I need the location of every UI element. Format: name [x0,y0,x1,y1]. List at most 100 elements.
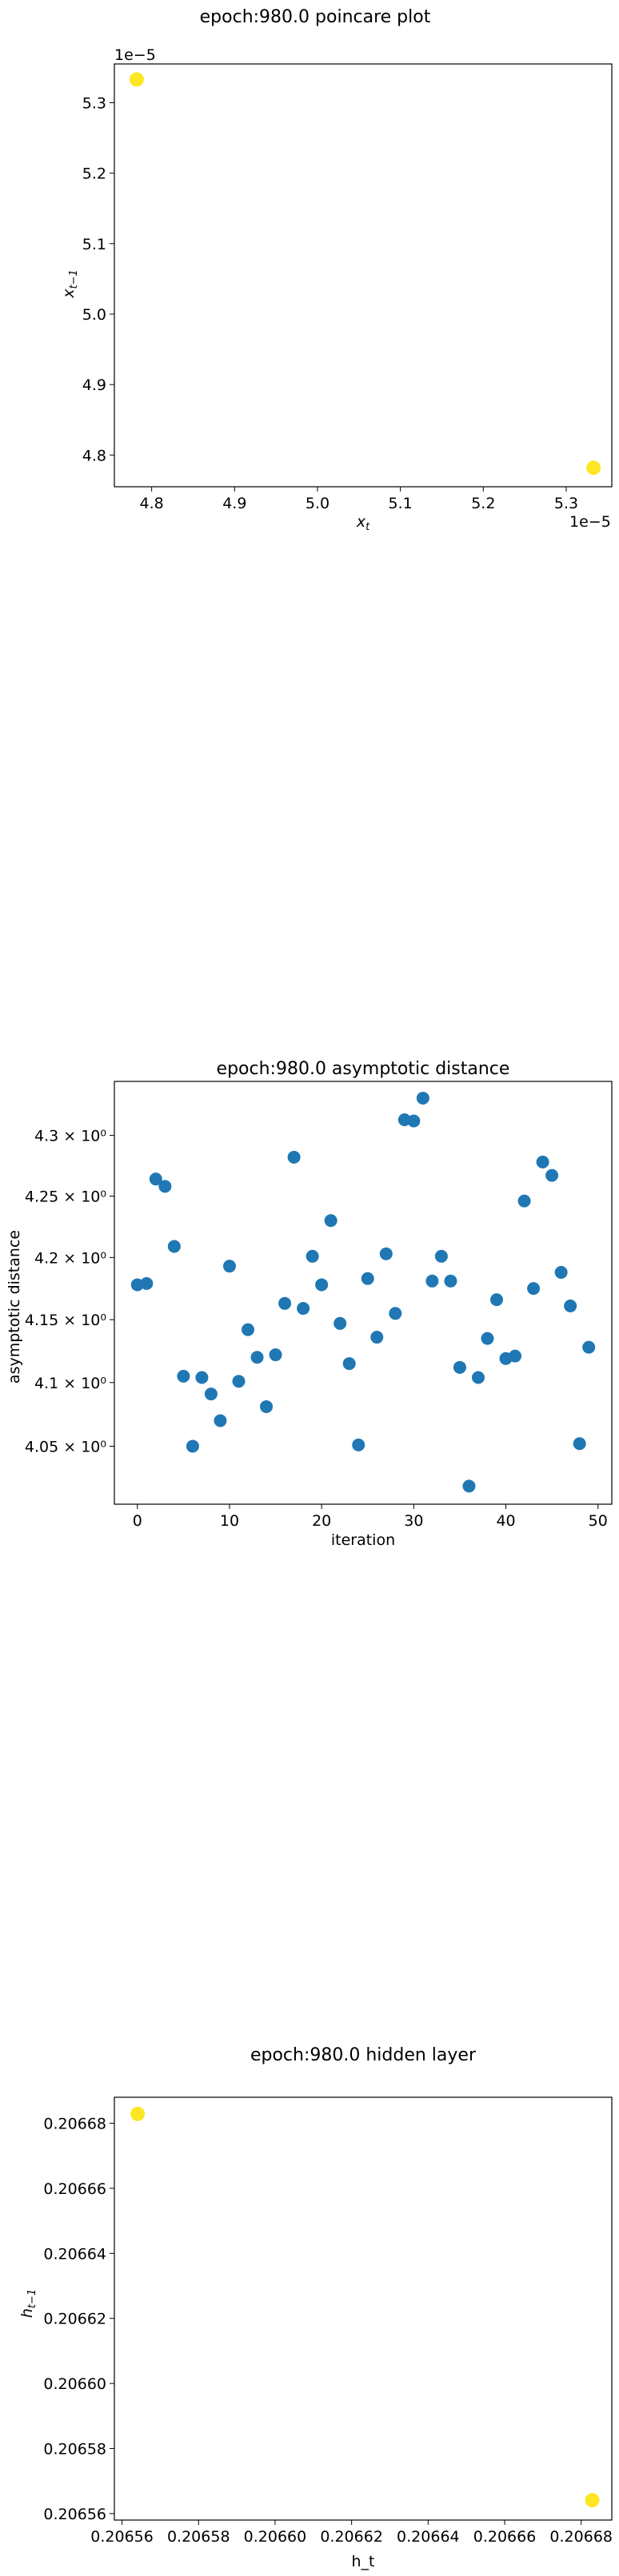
data-point [250,1351,264,1364]
plot-area-frame [114,1081,613,1505]
data-point [269,1348,282,1362]
y-tick-label: 4.2 × 10⁰ [34,1249,106,1267]
y-tick-label: 5.2 [82,165,106,183]
x-tick-label: 0.20660 [244,2528,307,2546]
y-tick-label: 4.9 [82,376,106,394]
data-point [545,1169,559,1182]
chart-title: epoch:980.0 poincare plot [200,7,431,27]
data-point [425,1274,439,1288]
x-tick-label: 4.8 [140,495,164,512]
data-point [527,1282,541,1296]
y-offset-text: 1e−5 [114,46,156,64]
data-point [573,1437,586,1451]
data-point [407,1114,421,1128]
data-point [389,1307,402,1320]
x-tick-label: 0.20664 [397,2528,460,2546]
data-point [490,1293,504,1307]
x-axis-label: xt [356,513,370,533]
y-tick-label: 4.25 × 10⁰ [25,1188,106,1206]
data-point [586,460,601,476]
data-point [564,1299,577,1312]
data-point [370,1331,384,1344]
data-point [222,1260,236,1273]
data-point [554,1265,568,1279]
x-offset-text: 1e−5 [569,513,611,531]
data-point [149,1173,162,1186]
data-point [342,1357,356,1371]
x-tick-label: 5.3 [554,495,578,512]
data-point [214,1414,227,1427]
data-point [195,1371,209,1384]
data-point [379,1247,393,1260]
data-point [416,1091,429,1105]
x-tick-label: 4.9 [222,495,246,512]
data-point [462,1479,476,1493]
x-tick-label: 20 [312,1512,331,1530]
x-tick-label: 0.20668 [549,2528,613,2546]
y-tick-label: 0.20660 [43,2375,106,2393]
data-point [315,1278,329,1292]
asymptotic-distance-panel: epoch:980.0 asymptotic distance iteratio… [0,1039,619,1599]
data-point [434,1249,448,1263]
y-tick-label: 0.20656 [43,2506,106,2523]
hidden-layer-panel: epoch:980.0 hidden layer h_t ht−1 0.2065… [0,2017,619,2576]
hidden-layer-chart: epoch:980.0 hidden layer h_t ht−1 0.2065… [18,2045,613,2570]
y-tick-label: 5.3 [82,94,106,112]
y-tick-label: 5.1 [82,236,106,253]
data-point [509,1349,522,1363]
data-point [481,1332,494,1345]
x-axis-label: iteration [331,1531,395,1549]
x-tick-label: 50 [589,1512,608,1530]
y-tick-label: 0.20668 [43,2116,106,2133]
data-point [306,1249,319,1263]
x-axis-label: h_t [352,2553,375,2570]
plot-area-frame [114,63,613,488]
x-tick-label: 0.20658 [167,2528,230,2546]
y-tick-label: 4.8 [82,447,106,464]
x-tick-label: 5.2 [471,495,495,512]
data-point [232,1375,246,1388]
x-tick-label: 5.0 [306,495,329,512]
y-axis-label: ht−1 [18,2289,38,2318]
data-point [158,1180,172,1193]
plot-area-frame [114,2096,613,2521]
x-tick-label: 10 [220,1512,239,1530]
x-tick-label: 0.20662 [320,2528,383,2546]
poincare-plot-panel: epoch:980.0 poincare plot 1e−5 1e−5 xt x… [0,0,619,559]
data-point [278,1296,292,1310]
x-tick-label: 0 [133,1512,142,1530]
data-point [453,1360,466,1374]
data-point [177,1369,190,1383]
data-point [260,1399,274,1413]
y-tick-label: 0.20662 [43,2311,106,2328]
data-point [204,1388,218,1401]
data-point [297,1302,310,1316]
asymptotic-distance-chart: epoch:980.0 asymptotic distance iteratio… [6,1059,613,1549]
poincare-chart: epoch:980.0 poincare plot 1e−5 1e−5 xt x… [60,7,613,533]
chart-title: epoch:980.0 hidden layer [250,2045,477,2065]
data-point [517,1194,531,1208]
y-axis-label: asymptotic distance [6,1230,23,1384]
data-point [536,1155,549,1169]
data-point [129,72,144,87]
y-tick-label: 4.15 × 10⁰ [25,1312,106,1329]
y-tick-label: 4.1 × 10⁰ [34,1375,106,1392]
data-point [324,1214,337,1228]
data-point [361,1272,374,1285]
data-point [130,2106,146,2121]
data-point [585,2493,600,2508]
data-point [333,1316,347,1330]
y-tick-label: 0.20666 [43,2180,106,2198]
chart-title: epoch:980.0 asymptotic distance [217,1059,510,1079]
data-point [444,1274,457,1288]
data-point [471,1371,485,1384]
data-point [352,1438,365,1451]
data-point [140,1276,154,1290]
y-tick-label: 5.0 [82,306,106,324]
y-tick-label: 4.05 × 10⁰ [25,1438,106,1455]
x-tick-label: 5.1 [389,495,413,512]
y-tick-label: 0.20664 [43,2245,106,2263]
y-tick-label: 0.20658 [43,2440,106,2458]
x-tick-label: 40 [496,1512,515,1530]
x-tick-label: 30 [404,1512,423,1530]
